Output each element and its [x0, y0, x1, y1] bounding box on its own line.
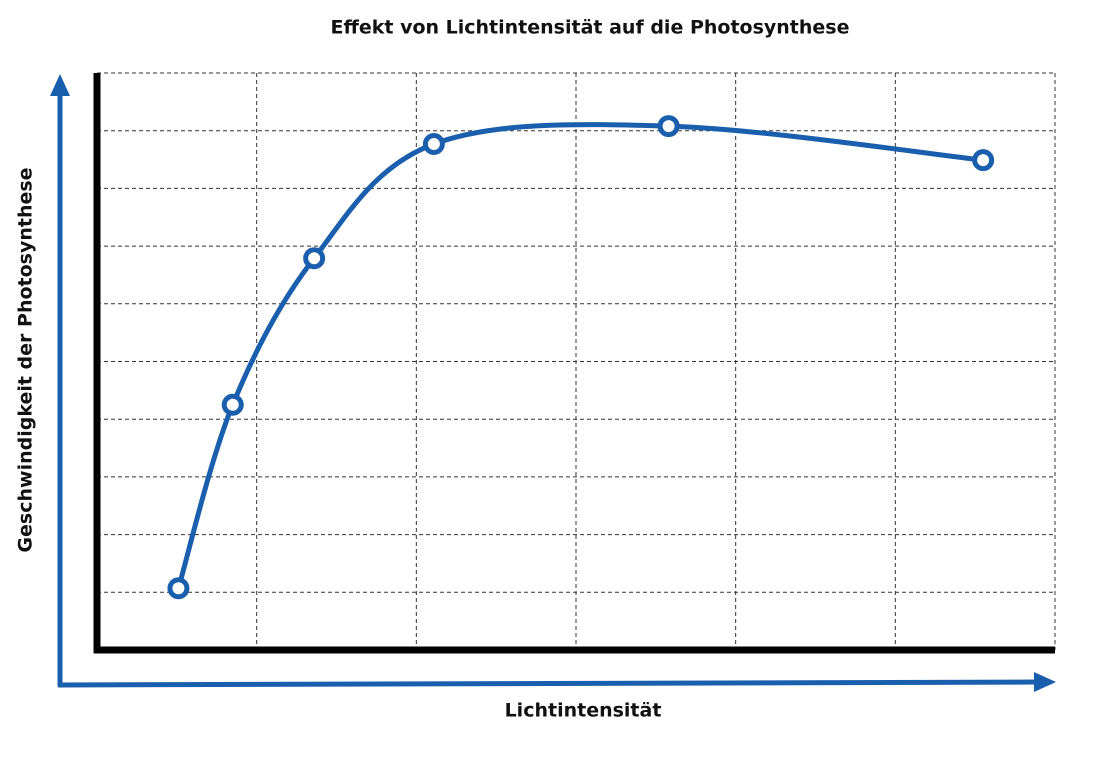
x-arrow-head	[1034, 672, 1056, 692]
y-axis-label: Geschwindigkeit der Photosynthese	[15, 167, 37, 552]
point	[221, 393, 244, 416]
point	[422, 132, 445, 155]
line	[176, 122, 984, 589]
point	[972, 149, 995, 172]
x-arrow	[57, 679, 1039, 688]
x-axis-label: Lichtintensität	[505, 700, 662, 722]
axis-arrows	[50, 74, 1056, 692]
point	[303, 247, 326, 270]
point	[167, 577, 190, 600]
chart-title: Effekt von Lichtintensität auf die Photo…	[330, 17, 849, 39]
y-arrow-head	[50, 74, 70, 96]
point	[657, 115, 680, 138]
